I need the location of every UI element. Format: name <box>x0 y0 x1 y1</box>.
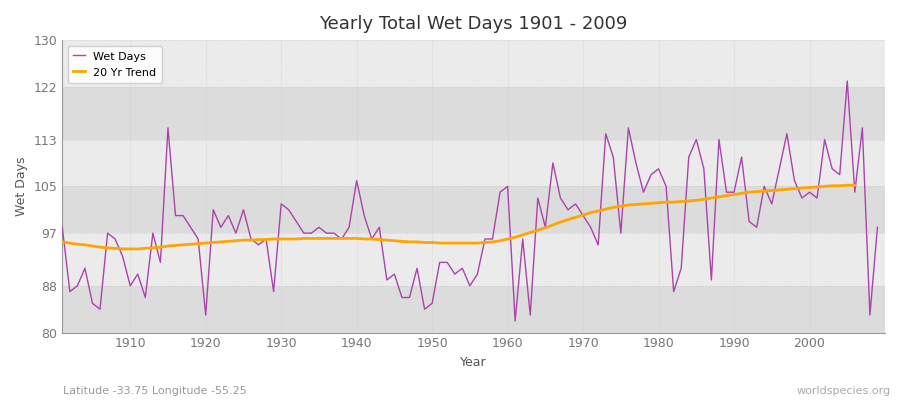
Wet Days <box>57 225 68 230</box>
Bar <box>62 87 885 140</box>
Wet Days <box>842 79 852 84</box>
20 Yr Trend <box>57 240 68 244</box>
Bar <box>62 286 885 332</box>
20 Yr Trend <box>79 242 90 247</box>
20 Yr Trend <box>850 183 860 188</box>
20 Yr Trend <box>533 228 544 233</box>
Bar <box>62 140 885 186</box>
Wet Days <box>600 131 611 136</box>
Wet Days <box>284 207 294 212</box>
Y-axis label: Wet Days: Wet Days <box>15 156 28 216</box>
Bar <box>62 233 885 286</box>
Legend: Wet Days, 20 Yr Trend: Wet Days, 20 Yr Trend <box>68 46 162 83</box>
Bar <box>62 40 885 87</box>
Wet Days <box>117 254 128 259</box>
20 Yr Trend <box>525 230 535 235</box>
20 Yr Trend <box>117 246 128 251</box>
Wet Days <box>328 231 339 236</box>
Wet Days <box>509 318 520 323</box>
Wet Days <box>872 225 883 230</box>
Title: Yearly Total Wet Days 1901 - 2009: Yearly Total Wet Days 1901 - 2009 <box>320 15 628 33</box>
20 Yr Trend <box>842 183 852 188</box>
Text: worldspecies.org: worldspecies.org <box>796 386 891 396</box>
20 Yr Trend <box>578 213 589 218</box>
X-axis label: Year: Year <box>460 356 487 369</box>
Wet Days <box>495 190 506 194</box>
Line: Wet Days: Wet Days <box>62 81 878 321</box>
Wet Days <box>502 184 513 189</box>
Text: Latitude -33.75 Longitude -55.25: Latitude -33.75 Longitude -55.25 <box>63 386 247 396</box>
20 Yr Trend <box>608 205 618 210</box>
Line: 20 Yr Trend: 20 Yr Trend <box>62 185 855 249</box>
20 Yr Trend <box>752 189 762 194</box>
Bar <box>62 186 885 233</box>
